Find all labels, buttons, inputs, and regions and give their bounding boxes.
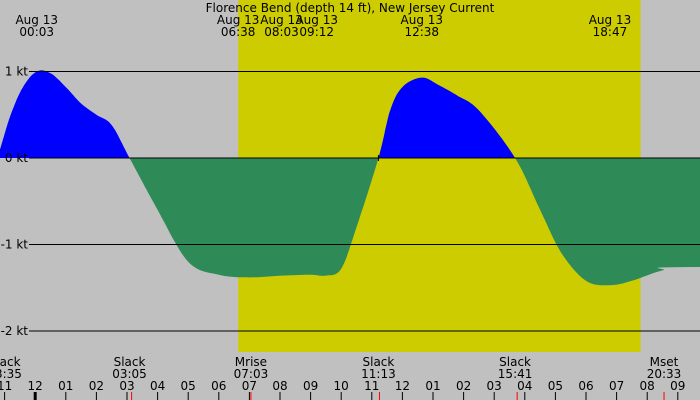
hour-tick-label: 10 [334, 379, 349, 393]
event-name-label: Slack [499, 355, 531, 369]
hour-tick-label: 11 [364, 379, 379, 393]
hour-tick-label: 09 [670, 379, 685, 393]
hour-tick-label: 05 [181, 379, 196, 393]
hour-tick-label: 01 [425, 379, 440, 393]
hour-tick-label: 07 [242, 379, 257, 393]
top-time-label: 08:03 [264, 25, 299, 39]
hour-tick-label: 12 [28, 379, 43, 393]
top-time-label: 09:12 [299, 25, 334, 39]
hour-tick-label: 11 [0, 379, 12, 393]
top-time-label: 00:03 [19, 25, 54, 39]
top-date-label: Aug 13 [295, 13, 338, 27]
event-time-label: 15:41 [498, 367, 533, 381]
event-name-label: Slack [114, 355, 146, 369]
y-tick-label: -1 kt [1, 238, 29, 252]
event-name-label: Mset [650, 355, 679, 369]
current-areas [0, 70, 700, 286]
hour-tick-label: 05 [548, 379, 563, 393]
hour-tick-label: 09 [303, 379, 318, 393]
top-time-label: 12:38 [404, 25, 439, 39]
event-labels: Slack23:35Slack03:05Mrise07:03Slack11:13… [0, 355, 681, 381]
hour-tick-label: 04 [517, 379, 532, 393]
top-date-label: Aug 13 [260, 13, 303, 27]
y-tick-label: 0 kt [5, 151, 28, 165]
top-date-label: Aug 13 [589, 13, 632, 27]
hour-tick-label: 02 [456, 379, 471, 393]
hour-axis: 11 12 01 02 03 04 05 06 07 08 09 10 11 12 01 02 03 04 05 06… [0, 379, 685, 400]
hour-tick-label: 02 [89, 379, 104, 393]
hour-tick-label: 04 [150, 379, 165, 393]
chart-title: Florence Bend (depth 14 ft), New Jersey … [206, 1, 495, 15]
y-tick-label: 1 kt [5, 65, 28, 79]
y-tick-label: -2 kt [1, 324, 29, 338]
top-time-label: 06:38 [221, 25, 256, 39]
top-date-label: Aug 13 [15, 13, 58, 27]
flood-area [0, 70, 700, 158]
hour-tick-label: 01 [58, 379, 73, 393]
event-time-label: 20:33 [647, 367, 682, 381]
event-name-label: Slack [363, 355, 395, 369]
hour-tick-label: 03 [119, 379, 134, 393]
hour-tick-label: 08 [272, 379, 287, 393]
hour-tick-label: 07 [609, 379, 624, 393]
event-name-label: Mrise [235, 355, 267, 369]
hour-tick-label: 08 [640, 379, 655, 393]
hour-tick-label: 12 [395, 379, 410, 393]
hour-tick-label: 03 [487, 379, 502, 393]
event-time-label: 23:35 [0, 367, 22, 381]
top-time-label: 18:47 [593, 25, 628, 39]
top-date-label: Aug 13 [401, 13, 444, 27]
ebb-area [0, 158, 700, 286]
event-name-label: Slack [0, 355, 21, 369]
event-time-label: 07:03 [234, 367, 269, 381]
event-time-label: 03:05 [112, 367, 147, 381]
top-date-label: Aug 13 [217, 13, 260, 27]
hour-tick-label: 06 [211, 379, 226, 393]
hour-tick-label: 06 [578, 379, 593, 393]
gridlines: 1 kt 0 kt -1 kt -2 kt [1, 65, 700, 338]
event-time-label: 11:13 [361, 367, 396, 381]
